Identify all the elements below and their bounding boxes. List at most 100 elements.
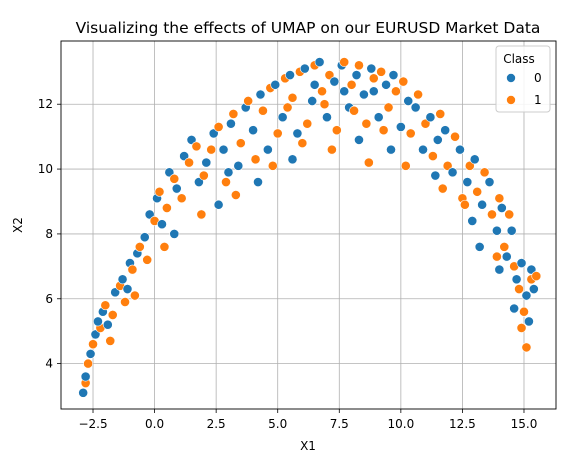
legend-label-class-1: 1	[534, 93, 542, 107]
data-point-class-1	[243, 96, 254, 106]
data-point-class-0	[226, 118, 236, 129]
legend-marker-class-1	[506, 95, 516, 105]
data-point-class-1	[504, 209, 515, 220]
data-point-class-1	[519, 306, 529, 317]
data-point-class-0	[524, 316, 534, 327]
y-tick-label: 10	[38, 162, 53, 176]
data-point-class-1	[213, 122, 224, 132]
data-point-class-0	[78, 387, 89, 398]
data-point-class-0	[386, 144, 396, 155]
data-point-class-1	[142, 254, 153, 265]
data-point-class-1	[169, 173, 180, 184]
data-point-class-1	[472, 186, 483, 197]
data-point-class-0	[179, 151, 190, 162]
data-point-class-0	[285, 70, 295, 80]
x-axis-ticks: −2.5 0.0 2.5 5.0 7.5 10.0 12.5 15.0	[78, 409, 537, 431]
x-tick-label: 12.5	[449, 417, 476, 431]
data-point-class-1	[267, 160, 278, 171]
data-point-class-0	[186, 134, 197, 145]
data-point-class-1	[331, 125, 342, 136]
x-tick-label: 0.0	[145, 417, 164, 431]
data-point-class-0	[277, 112, 288, 123]
data-point-class-1	[487, 209, 497, 220]
data-point-class-0	[102, 319, 113, 330]
data-point-class-0	[509, 303, 520, 314]
data-point-class-1	[405, 128, 416, 139]
data-point-class-0	[171, 183, 182, 194]
data-point-class-1	[196, 209, 207, 220]
data-point-class-0	[218, 144, 229, 155]
data-point-class-0	[528, 284, 539, 294]
data-point-class-0	[223, 167, 234, 178]
data-point-class-0	[208, 128, 219, 139]
data-point-class-1	[129, 290, 140, 301]
data-point-class-0	[255, 89, 266, 100]
data-point-class-1	[491, 251, 502, 262]
data-point-class-0	[144, 209, 155, 220]
data-point-class-1	[159, 241, 170, 252]
data-point-class-0	[469, 154, 480, 165]
data-point-class-1	[521, 342, 532, 353]
plot-frame	[60, 40, 557, 410]
data-point-class-0	[506, 225, 517, 236]
data-point-class-1	[346, 79, 357, 90]
data-point-class-0	[491, 225, 502, 236]
data-point-class-0	[270, 79, 281, 90]
y-tick-label: 4	[45, 357, 53, 371]
data-point-class-0	[213, 199, 224, 210]
data-point-class-1	[83, 358, 93, 369]
x-tick-label: 5.0	[268, 417, 287, 431]
data-point-class-1	[420, 118, 431, 129]
data-point-class-0	[169, 229, 180, 239]
data-point-class-1	[378, 125, 389, 136]
data-point-class-1	[317, 86, 327, 97]
data-point-class-1	[221, 177, 231, 187]
x-tick-label: 2.5	[207, 417, 226, 431]
data-point-class-0	[329, 76, 340, 87]
data-point-class-1	[107, 310, 118, 320]
data-point-class-1	[437, 183, 448, 194]
data-point-class-0	[366, 63, 377, 74]
y-tick-label: 8	[45, 227, 53, 241]
data-point-class-1	[120, 297, 130, 307]
y-tick-label: 6	[45, 292, 53, 306]
data-point-class-0	[462, 177, 473, 187]
data-point-class-0	[80, 371, 91, 382]
data-point-class-0	[248, 125, 258, 136]
data-point-class-1	[105, 336, 116, 346]
data-point-class-0	[262, 144, 273, 155]
data-point-class-1	[514, 284, 524, 294]
data-point-class-1	[435, 109, 446, 119]
data-point-class-1	[88, 339, 98, 350]
data-point-class-0	[299, 63, 310, 74]
data-point-class-1	[134, 241, 145, 252]
data-point-class-0	[139, 232, 150, 243]
data-point-class-0	[526, 264, 537, 275]
data-point-class-1	[282, 102, 293, 113]
data-point-class-1	[361, 118, 372, 129]
data-point-class-1	[176, 193, 187, 204]
data-point-class-0	[516, 258, 527, 268]
legend: Class 0 1	[495, 45, 551, 113]
data-point-class-0	[432, 134, 443, 145]
data-point-class-0	[425, 112, 436, 123]
data-point-class-1	[100, 300, 111, 311]
data-point-class-0	[157, 219, 167, 230]
data-point-class-0	[194, 177, 204, 187]
data-point-class-1	[499, 241, 510, 252]
data-point-class-1	[297, 138, 308, 149]
data-point-class-0	[314, 57, 325, 67]
data-point-class-1	[383, 102, 394, 113]
data-point-class-1	[442, 160, 453, 171]
y-tick-label: 12	[38, 97, 53, 111]
data-point-class-1	[235, 138, 246, 149]
data-point-class-1	[319, 99, 330, 110]
data-point-class-0	[110, 287, 121, 298]
data-point-class-1	[450, 131, 460, 142]
data-point-class-1	[230, 190, 241, 200]
data-point-class-0	[447, 167, 458, 178]
data-point-class-1	[250, 154, 261, 165]
data-point-class-1	[339, 57, 350, 67]
data-point-class-0	[359, 89, 369, 100]
